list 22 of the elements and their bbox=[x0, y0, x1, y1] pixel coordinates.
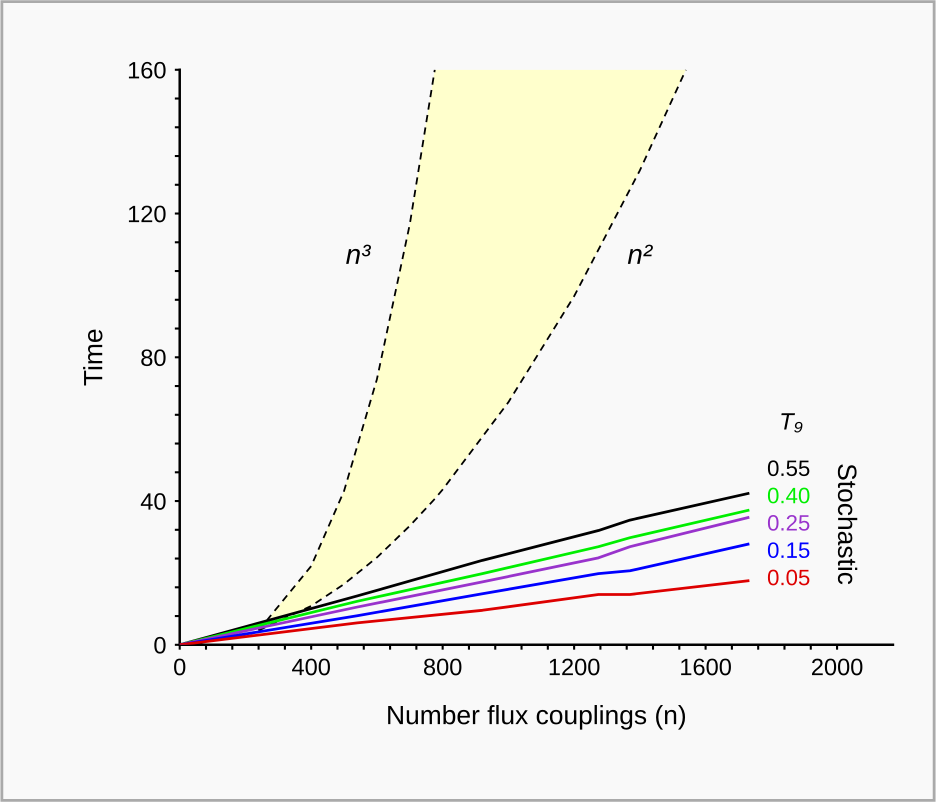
y-tick-label: 160 bbox=[128, 62, 166, 79]
x-tick-label: 800 bbox=[424, 658, 462, 676]
x-axis-title: Number flux couplings (n) bbox=[388, 705, 686, 730]
y-tick-label: 120 bbox=[128, 206, 166, 222]
series-label: 0.40 bbox=[768, 488, 810, 504]
legend-title: T₉ bbox=[781, 413, 802, 432]
y-tick-label: 40 bbox=[140, 493, 166, 510]
series-label: 0.15 bbox=[768, 542, 810, 558]
annotation: Stochastic bbox=[838, 464, 858, 584]
series-label: 0.55 bbox=[768, 460, 810, 476]
x-tick-label: 1200 bbox=[550, 658, 600, 676]
series-label: 0.25 bbox=[768, 515, 810, 531]
y-tick-label: 0 bbox=[154, 636, 166, 654]
annotation: n³ bbox=[346, 244, 371, 264]
y-axis-title: Time bbox=[83, 330, 102, 386]
x-tick-label: 400 bbox=[292, 658, 330, 676]
x-tick-label: 1600 bbox=[681, 658, 731, 676]
x-tick-label: 0 bbox=[174, 658, 186, 676]
series-label: 0.05 bbox=[768, 570, 810, 586]
x-tick-label: 2000 bbox=[812, 658, 862, 676]
y-tick-label: 80 bbox=[141, 349, 166, 366]
annotation: n² bbox=[628, 244, 653, 264]
